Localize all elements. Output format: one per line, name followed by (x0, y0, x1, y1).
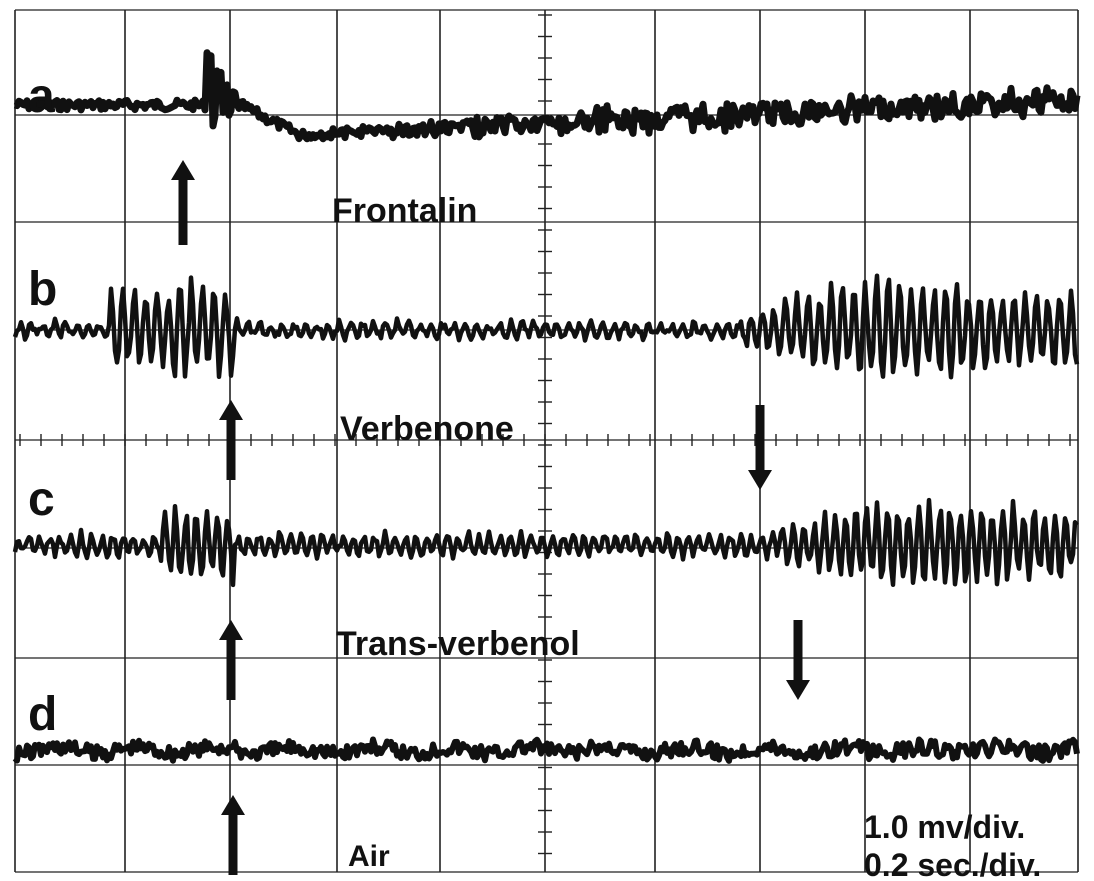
onset-arrow-d-head (221, 795, 245, 815)
panel-label-a: a (28, 70, 55, 123)
trace-a (13, 49, 1081, 143)
stimulus-label-trans-verbenol: Trans-verbenol (336, 625, 580, 663)
panel-label-d: d (28, 688, 57, 741)
onset-arrow-a-head (171, 160, 195, 180)
panel-label-b: b (28, 263, 57, 316)
stimulus-label-air: Air (348, 840, 390, 873)
traces-group (12, 49, 1081, 764)
trace-b (12, 273, 1080, 380)
panel-label-c: c (28, 473, 55, 526)
stimulus-label-verbenone: Verbenone (340, 410, 514, 448)
trace-c (12, 497, 1079, 588)
offset-arrow-b-head (748, 470, 772, 490)
offset-arrow-c-head (786, 680, 810, 700)
stimulus-label-frontalin: Frontalin (332, 192, 477, 230)
voltage-scale-label: 1.0 mv/div. (864, 809, 1025, 845)
onset-arrow-c-head (219, 620, 243, 640)
time-scale-label: 0.2 sec./div. (864, 847, 1041, 881)
stimulus-arrows (171, 160, 810, 875)
onset-arrow-b-head (219, 400, 243, 420)
trace-d (12, 736, 1080, 764)
